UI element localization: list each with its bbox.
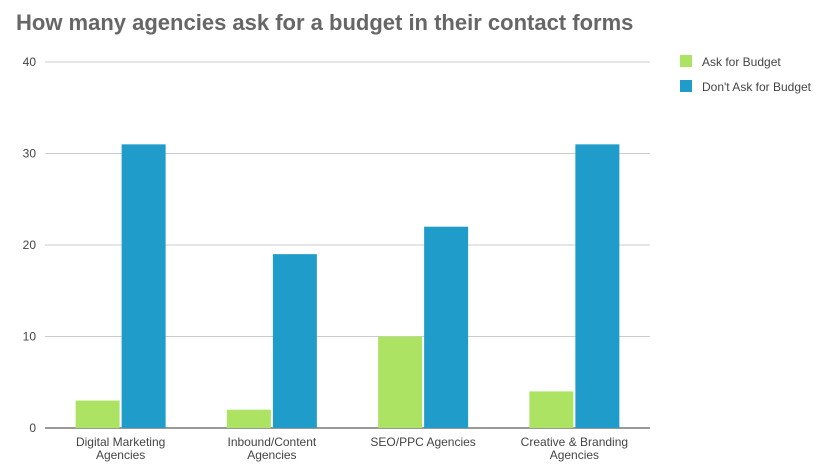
legend-swatch (680, 80, 692, 92)
bar-ask-0 (75, 400, 120, 428)
x-tick-label: Agencies (96, 448, 145, 462)
bar-ask-3 (529, 391, 574, 428)
bar-dont-ask-0 (121, 144, 166, 428)
bar-dont-ask-1 (272, 254, 317, 428)
y-tick-label: 30 (23, 147, 37, 161)
x-axis-labels: Digital MarketingAgenciesInbound/Content… (76, 435, 628, 462)
bar-dont-ask-3 (575, 144, 620, 428)
y-axis-labels: 0 10 20 30 40 (23, 55, 37, 435)
bar-ask-1 (226, 409, 271, 428)
legend-swatch (680, 55, 692, 67)
bar-ask-2 (378, 336, 423, 428)
x-tick-label: Creative & Branding (521, 435, 628, 449)
x-tick-label: Agencies (247, 448, 296, 462)
legend-label: Don't Ask for Budget (702, 80, 812, 94)
x-tick-label: Agencies (550, 448, 599, 462)
bars (75, 144, 620, 428)
y-tick-label: 10 (23, 330, 37, 344)
y-tick-label: 20 (23, 238, 37, 252)
y-tick-label: 0 (29, 421, 36, 435)
bar-dont-ask-2 (424, 226, 469, 428)
chart-title: How many agencies ask for a budget in th… (16, 10, 634, 35)
legend: Ask for Budget Don't Ask for Budget (680, 55, 812, 94)
x-tick-label: Digital Marketing (76, 435, 165, 449)
x-tick-label: SEO/PPC Agencies (370, 435, 475, 449)
x-tick-label: Inbound/Content (228, 435, 317, 449)
legend-label: Ask for Budget (702, 55, 781, 69)
y-tick-label: 40 (23, 55, 37, 69)
